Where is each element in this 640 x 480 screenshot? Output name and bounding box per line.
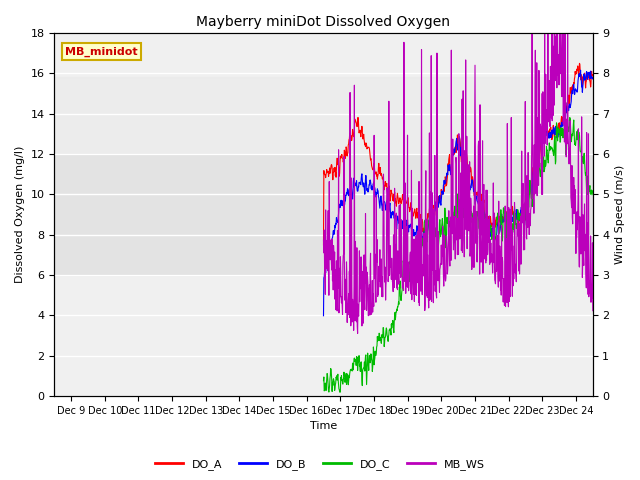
Title: Mayberry miniDot Dissolved Oxygen: Mayberry miniDot Dissolved Oxygen — [196, 15, 451, 29]
Y-axis label: Dissolved Oxygen (mg/l): Dissolved Oxygen (mg/l) — [15, 146, 25, 283]
X-axis label: Time: Time — [310, 421, 337, 432]
Legend: DO_A, DO_B, DO_C, MB_WS: DO_A, DO_B, DO_C, MB_WS — [151, 455, 489, 474]
Bar — [54, 77, 593, 154]
Text: MB_minidot: MB_minidot — [65, 47, 138, 57]
Bar — [54, 154, 593, 275]
Y-axis label: Wind Speed (m/s): Wind Speed (m/s) — [615, 165, 625, 264]
